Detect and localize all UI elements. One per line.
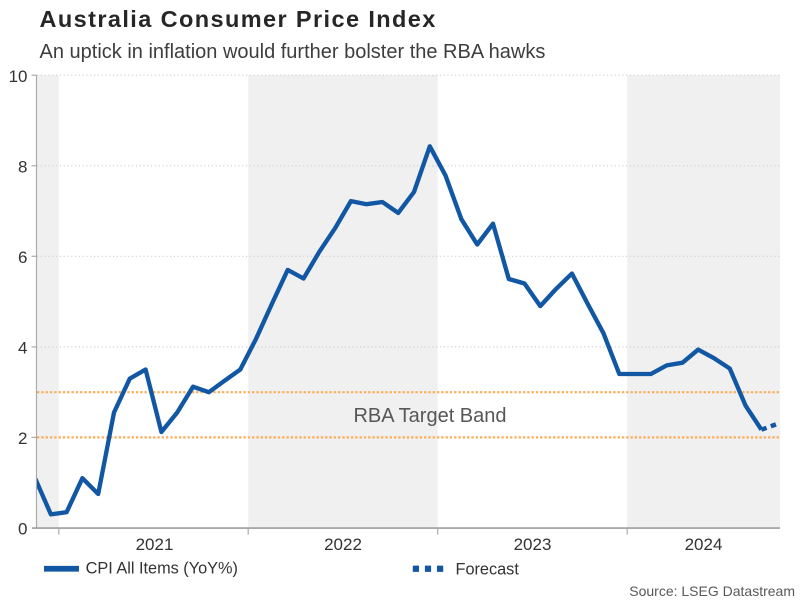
svg-text:2021: 2021	[136, 535, 174, 554]
svg-text:2023: 2023	[514, 535, 552, 554]
svg-text:0: 0	[18, 520, 27, 539]
svg-text:An uptick in inflation would f: An uptick in inflation would further bol…	[40, 41, 546, 63]
svg-text:10: 10	[9, 67, 28, 86]
svg-text:RBA Target Band: RBA Target Band	[353, 405, 506, 427]
svg-text:Australia Consumer Price Index: Australia Consumer Price Index	[40, 6, 437, 32]
svg-text:6: 6	[18, 248, 27, 267]
svg-text:8: 8	[18, 157, 27, 176]
svg-text:4: 4	[18, 339, 27, 358]
svg-text:2: 2	[18, 429, 27, 448]
svg-text:2024: 2024	[685, 535, 723, 554]
svg-text:Forecast: Forecast	[456, 560, 520, 578]
svg-text:Source: LSEG Datastream: Source: LSEG Datastream	[629, 583, 795, 599]
svg-text:CPI All Items (YoY%): CPI All Items (YoY%)	[86, 560, 238, 578]
svg-text:2022: 2022	[324, 535, 362, 554]
